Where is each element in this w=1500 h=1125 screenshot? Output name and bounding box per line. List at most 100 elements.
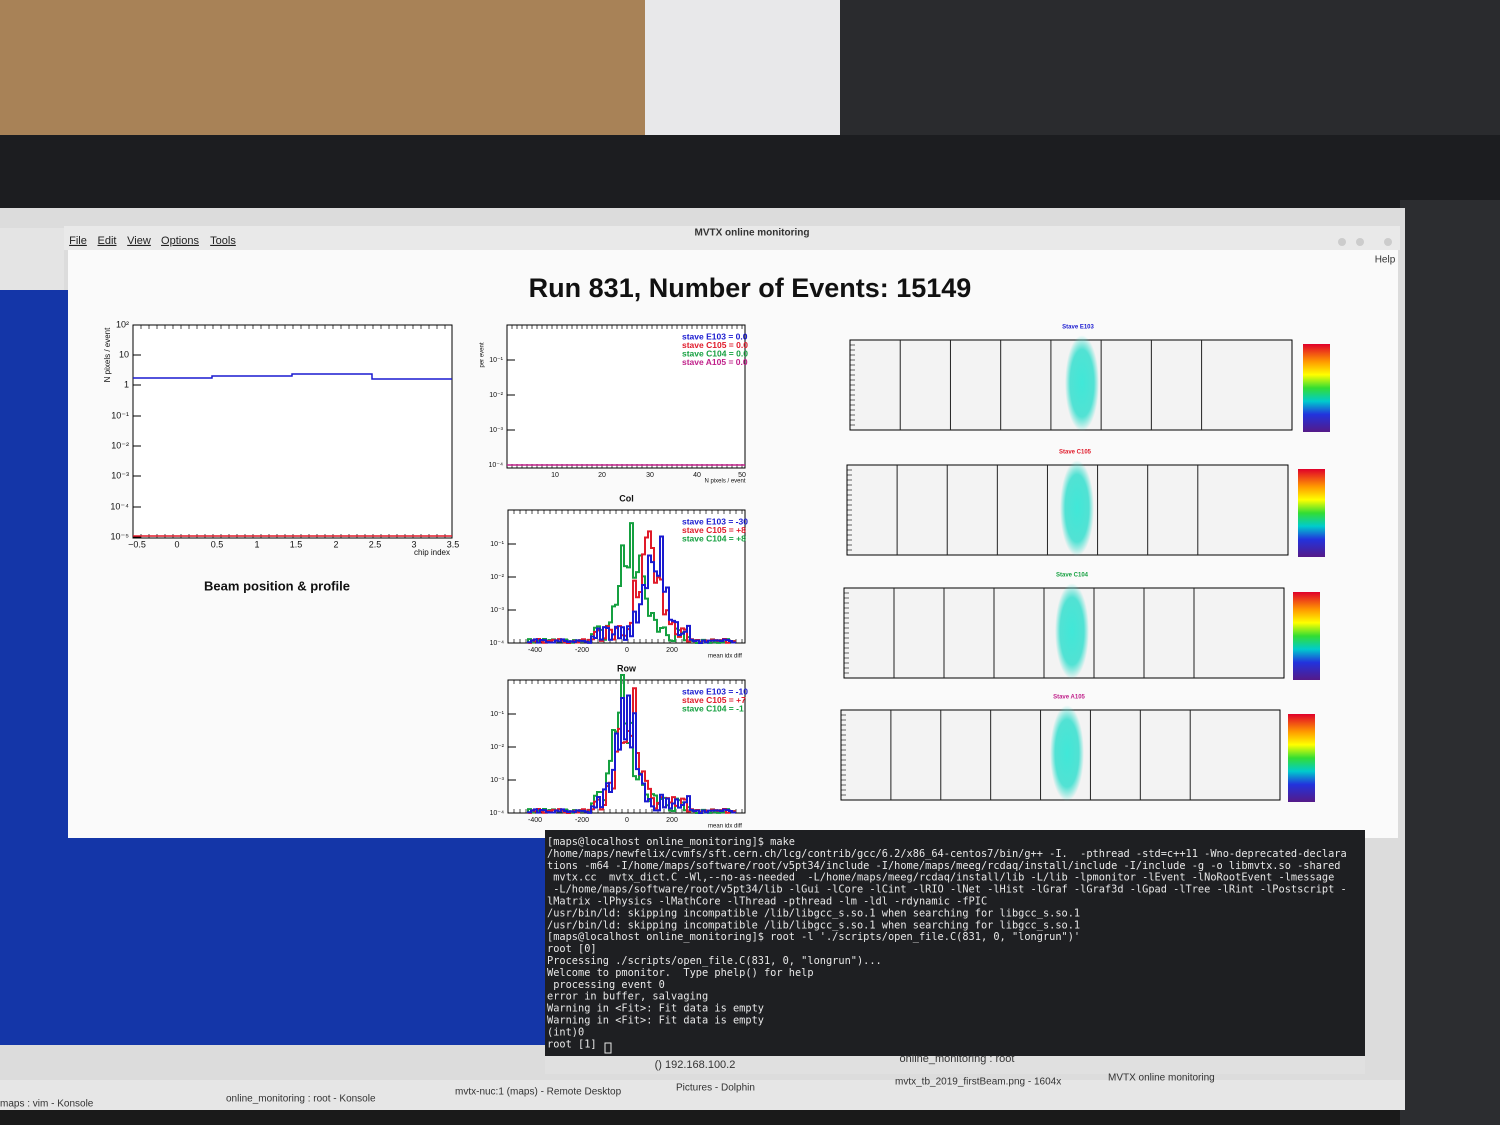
terminal-line: error in buffer, salvaging [547,991,708,1003]
terminal-line: /usr/bin/ld: skipping incompatible /lib/… [547,907,1080,919]
terminal-line: Welcome to pmonitor. Type phelp() for he… [547,967,814,979]
terminal-line: root [1] [547,1038,603,1050]
terminal-line: processing event 0 [547,979,665,991]
close-button[interactable] [1384,238,1392,246]
legend-entry: stave C105 = +7 [682,695,746,705]
heatmap-blob [1050,705,1084,802]
y-tick-label: 10⁻⁵ [111,531,130,541]
legend-entry: stave E103 = -10 [682,686,748,696]
y-tick-label: 10⁻² [111,440,129,450]
stave-title: Stave A105 [1053,695,1085,701]
color-palette [1303,344,1330,432]
y-tick-label: 10⁻¹ [111,410,129,420]
statusbar [545,1056,1365,1074]
x-tick-label: 2.5 [369,539,382,549]
y-tick-label: 10⁻² [490,574,504,581]
terminal-line: [maps@localhost online_monitoring]$ root… [547,931,1080,943]
y-tick-label: 10⁻⁴ [490,810,505,817]
y-tick-label: 10⁻⁴ [489,462,504,469]
plot-frame [507,509,746,644]
histogram [527,535,736,644]
y-tick-label: 10⁻² [489,392,503,399]
x-tick-label: 200 [666,647,678,654]
cork-board [0,0,645,140]
color-palette [1288,714,1315,802]
x-tick-label: -400 [528,817,542,824]
menu-item[interactable]: Tools [210,235,236,247]
legend-entry: stave C104 = 0.0 [682,348,748,358]
x-tick-label: 3 [411,539,416,549]
heatmap-blob [1060,460,1094,557]
monitor-bezel [0,135,1500,210]
terminal-line: (int)0 [547,1026,584,1038]
x-tick-label: 0 [625,817,629,824]
heatmap-blob [1065,335,1099,432]
terminal-line: tions -m64 -I/home/maps/software/root/v5… [547,860,1341,872]
terminal-line: -L/home/maps/software/root/v5pt34/lib -l… [547,884,1347,896]
y-tick-label: 10² [116,319,129,329]
terminal-line: mvtx.cc mvtx_dict.C -Wl,--no-as-needed -… [547,872,1334,884]
terminal [545,830,1365,1056]
terminal-line: Processing ./scripts/open_file.C(831, 0,… [547,955,882,967]
plot-title: Row [617,663,637,673]
minimize-button[interactable] [1338,238,1346,246]
x-tick-label: 0 [174,539,179,549]
window-title: MVTX online monitoring [695,228,810,239]
y-tick-label: 10⁻² [490,744,504,751]
stave-title: Stave C105 [1059,450,1092,456]
x-tick-label: 20 [598,472,606,479]
x-tick-label: 10 [551,472,559,479]
maximize-button[interactable] [1356,238,1364,246]
x-axis-label: chip index [414,548,450,557]
color-palette [1293,592,1320,680]
taskbar-item[interactable]: maps : vim - Konsole [0,1099,94,1110]
y-tick-label: 10⁻⁴ [110,501,129,511]
y-tick-label: 10⁻³ [490,777,504,784]
menu-item[interactable]: View [127,235,151,247]
y-tick-label: 10⁻¹ [489,357,503,364]
wall [645,0,840,150]
x-tick-label: 1 [254,539,259,549]
y-axis-label: per event [480,342,486,367]
menu-item[interactable]: Options [161,235,199,247]
taskbar-item[interactable]: online_monitoring : root - Konsole [226,1094,376,1105]
color-palette [1298,469,1325,557]
x-tick-label: 2 [333,539,338,549]
monitor-bezel [1400,200,1500,1125]
x-tick-label: -200 [575,817,589,824]
x-tick-label: 0.5 [211,539,224,549]
y-tick-label: 10 [119,349,129,359]
y-tick-label: 1 [124,379,129,389]
legend-entry: stave C104 = +8 [682,533,746,543]
x-tick-label: 0 [625,647,629,654]
terminal-line: lMatrix -lPhysics -lMathCore -lThread -p… [547,896,987,908]
taskbar-item[interactable]: mvtx-nuc:1 (maps) - Remote Desktop [455,1087,622,1098]
heatmap-blob [1055,583,1089,680]
x-axis-label: mean idx diff [708,654,742,660]
taskbar-item[interactable]: mvtx_tb_2019_firstBeam.png - 1604x [895,1077,1061,1088]
plot-frame [506,324,746,469]
terminal-line: [maps@localhost online_monitoring]$ make [547,836,795,848]
x-tick-label: 200 [666,817,678,824]
plot-caption: Beam position & profile [204,578,350,593]
canvas-title: Run 831, Number of Events: 15149 [529,273,972,303]
legend-entry: stave C104 = -1 [682,703,744,713]
histogram [527,694,736,814]
menu-item[interactable]: File [69,235,87,247]
stave-title: Stave E103 [1062,325,1094,331]
cursor [604,1042,612,1054]
taskbar-item[interactable]: Pictures - Dolphin [676,1083,755,1094]
y-tick-label: 10⁻¹ [490,541,504,548]
taskbar-item[interactable]: MVTX online monitoring [1108,1073,1215,1084]
help-button[interactable]: Help [1375,255,1396,266]
y-tick-label: 10⁻³ [489,427,503,434]
y-tick-label: 10⁻⁴ [490,640,505,647]
statusbar-item: () 192.168.100.2 [655,1059,736,1071]
menu-item[interactable]: Edit [98,235,117,247]
legend-entry: stave A105 = 0.0 [682,357,748,367]
terminal-line: /usr/bin/ld: skipping incompatible /lib/… [547,919,1080,931]
plot-title: Col [619,493,634,503]
curve [133,373,452,380]
y-tick-label: 10⁻¹ [490,711,504,718]
